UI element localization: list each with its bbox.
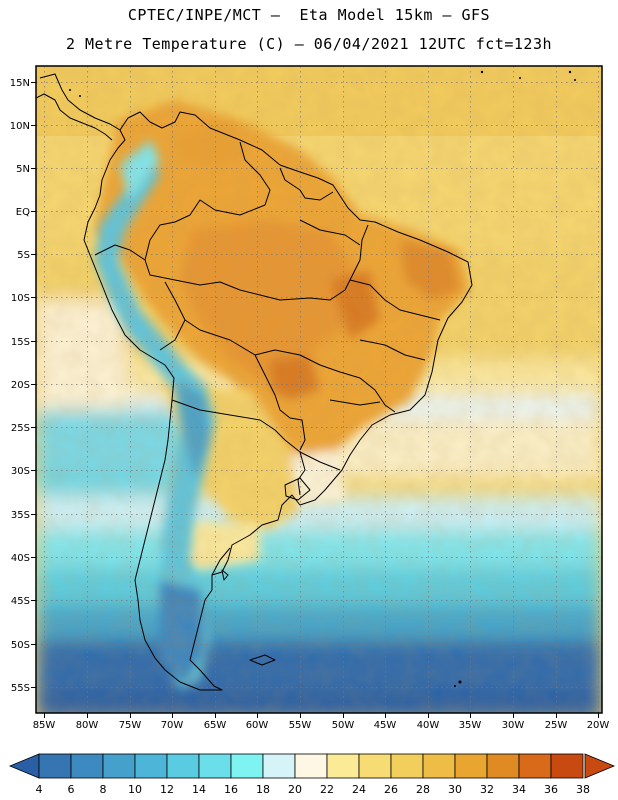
- colorbar: [8, 753, 616, 779]
- map-area: [36, 66, 602, 713]
- longitude-labels: 85W 80W 75W 70W 65W 60W 55W 50W 45W 40W …: [33, 720, 610, 731]
- island-dots: [69, 70, 576, 687]
- lat-label: 50S: [11, 640, 30, 651]
- latitude-labels: 15N 10N 5N EQ 5S 10S 15S 20S 25S 30S 35S…: [10, 78, 30, 694]
- colorbar-label: 30: [448, 783, 462, 796]
- colorbar-label: 26: [384, 783, 398, 796]
- colorbar-label: 34: [512, 783, 526, 796]
- coastlines: [36, 73, 473, 691]
- colorbar-label: 16: [224, 783, 238, 796]
- lon-label: 65W: [204, 720, 227, 731]
- lon-label: 30W: [502, 720, 525, 731]
- colorbar-segment: [70, 753, 104, 779]
- map-frame: [35, 65, 603, 714]
- lat-label: 45S: [11, 596, 30, 607]
- lat-label: 40S: [11, 553, 30, 564]
- colorbar-label: 6: [67, 783, 75, 796]
- colorbar-label: 20: [288, 783, 302, 796]
- lon-label: 60W: [246, 720, 269, 731]
- lat-label: 5N: [16, 164, 30, 175]
- colorbar-segment: [198, 753, 232, 779]
- colorbar-segment: [102, 753, 136, 779]
- colorbar-segment: [166, 753, 200, 779]
- colorbar-segment: [262, 753, 296, 779]
- colorbar-segment: [390, 753, 424, 779]
- lon-label: 70W: [161, 720, 184, 731]
- lat-label: 5S: [17, 250, 30, 261]
- lat-label: 25S: [11, 423, 30, 434]
- colorbar-segment: [358, 753, 392, 779]
- colorbar-segment: [422, 753, 456, 779]
- colorbar-segment: [294, 753, 328, 779]
- colorbar-label: 38: [576, 783, 590, 796]
- lon-label: 40W: [417, 720, 440, 731]
- colorbar-label: 8: [99, 783, 107, 796]
- colorbar-label: 22: [320, 783, 334, 796]
- colorbar-segment: [134, 753, 168, 779]
- colorbar-segment: [38, 753, 72, 779]
- lon-label: 80W: [76, 720, 99, 731]
- lat-label: 20S: [11, 380, 30, 391]
- lon-label: 25W: [545, 720, 568, 731]
- colorbar-segment: [326, 753, 360, 779]
- colorbar-label: 24: [352, 783, 366, 796]
- lon-label: 55W: [289, 720, 312, 731]
- lon-label: 45W: [374, 720, 397, 731]
- colorbar-low-arrow: [8, 753, 40, 779]
- colorbar-label: 32: [480, 783, 494, 796]
- lat-label: 10S: [11, 293, 30, 304]
- colorbar-label: 28: [416, 783, 430, 796]
- lon-label: 50W: [332, 720, 355, 731]
- title-line-1: CPTEC/INPE/MCT – Eta Model 15km – GFS: [127, 6, 491, 24]
- axis-ticks: [31, 82, 599, 718]
- colorbar-segment: [454, 753, 488, 779]
- lat-label: 15N: [10, 78, 30, 89]
- colorbar-segment: [230, 753, 264, 779]
- lon-label: 20W: [587, 720, 610, 731]
- lon-label: 85W: [33, 720, 56, 731]
- colorbar-label: 12: [160, 783, 174, 796]
- colorbar-segment: [486, 753, 520, 779]
- lat-label: 30S: [11, 466, 30, 477]
- colorbar-label: 4: [35, 783, 43, 796]
- lon-label: 75W: [119, 720, 142, 731]
- colorbar-segment: [550, 753, 584, 779]
- colorbar-segment: [518, 753, 552, 779]
- lat-label: 35S: [11, 510, 30, 521]
- colorbar-label: 14: [192, 783, 206, 796]
- lat-label: 15S: [11, 337, 30, 348]
- title-line-2: 2 Metre Temperature (C) – 06/04/2021 12U…: [65, 35, 553, 53]
- colorbar-high-arrow: [584, 753, 616, 779]
- lon-label: 35W: [459, 720, 482, 731]
- colorbar-label: 10: [128, 783, 142, 796]
- lat-label: EQ: [16, 207, 30, 218]
- lat-label: 10N: [10, 121, 30, 132]
- colorbar-label: 36: [544, 783, 558, 796]
- colorbar-label: 18: [256, 783, 270, 796]
- lat-label: 55S: [11, 683, 30, 694]
